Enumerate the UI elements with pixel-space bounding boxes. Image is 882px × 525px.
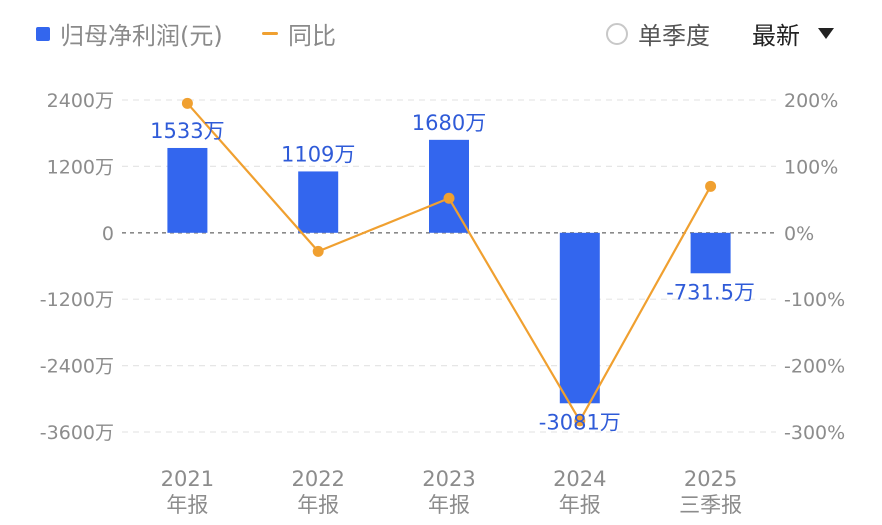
dropdown-arrow-icon [818,28,834,39]
bar [298,171,339,233]
y-left-tick-label: -2400万 [40,356,114,378]
x-category-year: 2023 [422,467,475,491]
x-category-period: 年报 [166,493,208,517]
bar-value-labels: 1533万 1109万 1680万 -3081万 -731.5万 [150,111,755,434]
y-left-tick-label: 0 [102,223,114,245]
yoy-point [574,415,586,427]
y-left-tick-label: 2400万 [47,90,114,112]
bar-value-label: -731.5万 [666,280,755,304]
y-left-tick-label: -3600万 [40,422,114,444]
y-right-tick-label: -200% [784,356,845,378]
y-right-tick-label: 200% [784,90,838,112]
legend-label-yoy: 同比 [288,22,336,50]
x-category-year: 2022 [291,467,344,491]
yoy-line-series [181,97,717,427]
grid-lines [122,99,776,433]
bar-series [167,139,731,404]
bar-value-label: 1680万 [412,111,486,135]
x-category-year: 2024 [553,467,606,491]
legend-item-yoy[interactable]: 同比 [262,16,336,51]
yoy-point [705,180,717,192]
bar [690,232,731,274]
right-axis-ticks: 200% 100% 0% -100% -200% -300% [784,90,845,444]
legend-item-net-profit[interactable]: 归母净利润(元) [36,16,223,51]
bar [559,232,600,404]
y-right-tick-label: 100% [784,156,838,178]
yoy-point [312,245,324,257]
x-category-period: 年报 [297,493,339,517]
y-right-tick-label: 0% [784,223,814,245]
left-axis-ticks: 2400万 1200万 0 -1200万 -2400万 -3600万 [40,90,114,444]
y-right-tick-label: -300% [784,422,845,444]
line-legend-swatch [262,32,278,35]
chart-header: 归母净利润(元) 同比 单季度 最新 [0,0,882,62]
single-quarter-label: 单季度 [638,22,710,50]
y-left-tick-label: 1200万 [47,156,114,178]
sort-dropdown[interactable]: 最新 [752,16,834,51]
legend-label-net-profit: 归母净利润(元) [60,22,223,50]
yoy-point [443,192,455,204]
bar [429,139,469,233]
sort-dropdown-label: 最新 [752,22,800,50]
bar-value-label: -3081万 [539,410,621,434]
x-category-period: 年报 [428,493,470,517]
single-quarter-toggle[interactable]: 单季度 [606,16,710,51]
y-right-tick-label: -100% [784,289,845,311]
x-category-period: 三季报 [679,493,742,517]
bar-value-label: 1109万 [281,142,355,166]
x-category-period: 年报 [559,493,601,517]
yoy-point [181,97,193,109]
x-category-year: 2025 [684,467,737,491]
y-left-tick-label: -1200万 [40,289,114,311]
bar-value-label: 1533万 [150,119,224,143]
bar-legend-swatch [36,26,50,41]
radio-circle-icon[interactable] [606,22,628,45]
x-category-year: 2021 [161,467,214,491]
bar [167,147,208,233]
